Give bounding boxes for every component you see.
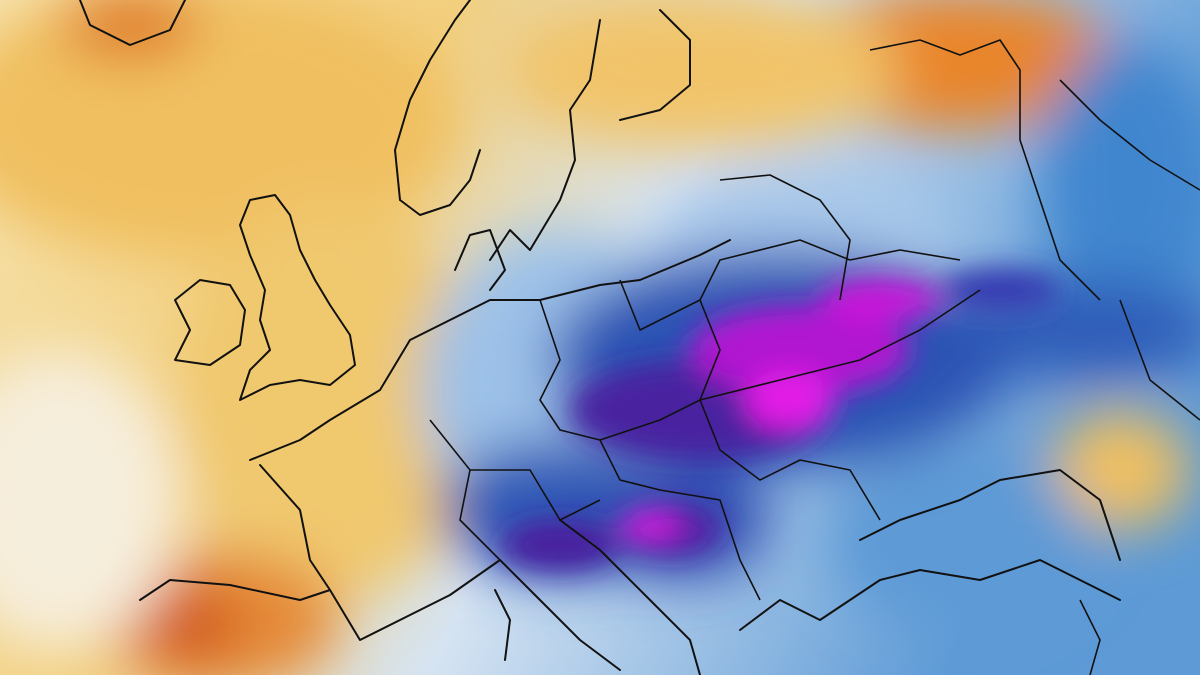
border — [539, 289, 981, 441]
border — [619, 239, 961, 331]
finland-coast — [619, 9, 691, 121]
border — [429, 419, 501, 561]
border — [719, 174, 851, 301]
extreme-cold-area — [745, 370, 835, 430]
black-sea-south-coast — [739, 559, 1121, 631]
warm-area — [0, 0, 460, 260]
extreme-cold-area — [690, 305, 910, 395]
cold-area — [1040, 40, 1200, 320]
biscay-coast — [259, 464, 331, 591]
iberia-coast — [139, 559, 501, 641]
warm-area — [500, 0, 900, 150]
ireland-coast — [174, 279, 246, 366]
south-norway-coast — [399, 149, 481, 216]
denmark-coast — [454, 229, 506, 291]
warm-area — [1050, 410, 1190, 530]
sweden-coast — [489, 19, 601, 261]
cold-area — [830, 450, 1090, 630]
extreme-cold-area — [820, 278, 940, 322]
border — [599, 439, 761, 601]
north-sea-coast — [249, 239, 731, 461]
coastlines — [79, 0, 1121, 675]
iceland-coast — [79, 0, 186, 46]
britain-coast — [239, 194, 356, 401]
norway-coast — [394, 0, 471, 201]
hot-area — [140, 585, 240, 665]
extreme-cold-field — [500, 270, 1060, 570]
very-cold-area — [940, 270, 1060, 310]
border — [869, 39, 1101, 301]
borders — [429, 39, 1200, 675]
border — [1079, 599, 1101, 675]
neutral-area — [0, 350, 180, 650]
extreme-cold-area — [620, 511, 680, 539]
warm-area — [180, 200, 480, 600]
corsica-coast — [494, 589, 511, 661]
italy-coast — [499, 559, 621, 671]
warm-area — [60, 0, 200, 60]
adriatic-coast — [559, 519, 701, 675]
border — [1059, 79, 1200, 191]
very-cold-area — [500, 520, 620, 570]
black-sea-north-coast — [859, 469, 1121, 561]
border — [1119, 299, 1200, 421]
border — [470, 469, 601, 521]
border — [699, 299, 881, 521]
